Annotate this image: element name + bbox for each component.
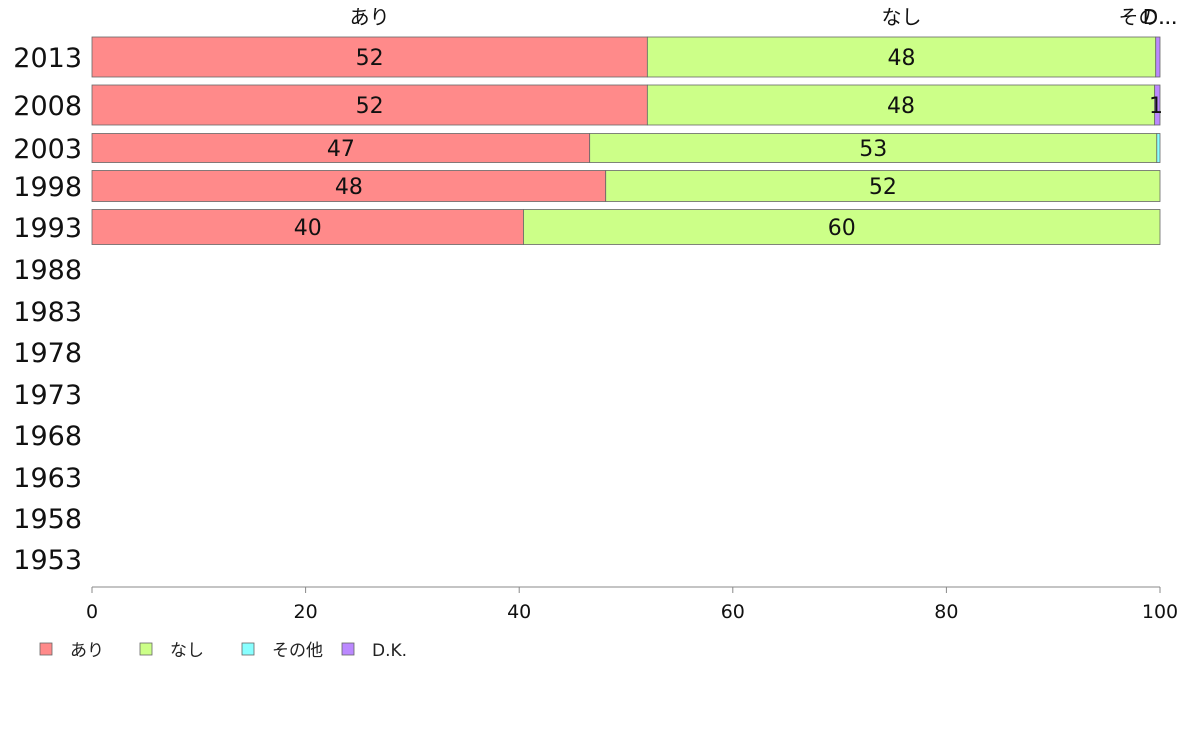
y-tick-label: 2008 — [13, 91, 82, 122]
y-tick-label: 1998 — [13, 172, 82, 203]
data-label: 1 — [1149, 94, 1163, 119]
data-label: 52 — [869, 175, 897, 200]
data-label: 53 — [859, 137, 887, 162]
bar-segment — [91, 209, 524, 245]
legend-swatch — [241, 642, 255, 656]
legend-label: D.K. — [372, 641, 407, 661]
bar-segment — [646, 36, 1157, 78]
bar-segment — [646, 84, 1156, 126]
y-tick-label: 1973 — [13, 380, 82, 411]
bar-segment — [589, 133, 1158, 163]
top-series-label: D... — [1143, 5, 1177, 29]
bar-segment — [1154, 84, 1161, 126]
y-tick-label: 1978 — [13, 338, 82, 369]
data-label: 48 — [335, 175, 363, 200]
bar-segment — [91, 84, 648, 126]
data-label: 52 — [356, 46, 384, 71]
y-tick-label: 1983 — [13, 297, 82, 328]
bar-segment — [91, 170, 607, 202]
data-label: 47 — [327, 137, 355, 162]
legend-label: あり — [70, 641, 104, 661]
legend-label: その他 — [272, 641, 323, 661]
y-tick-label: 1968 — [13, 421, 82, 452]
x-tick-label: 0 — [86, 601, 98, 623]
top-series-label: あり — [350, 5, 390, 29]
bar-segment — [91, 133, 591, 163]
top-series-label: なし — [882, 5, 922, 29]
legend-swatch — [341, 642, 355, 656]
bar-segment — [523, 209, 1161, 245]
y-tick-label: 2003 — [13, 134, 82, 165]
y-tick-label: 1988 — [13, 255, 82, 286]
legend-label: なし — [170, 641, 204, 661]
y-tick-label: 1958 — [13, 504, 82, 535]
x-tick-label: 80 — [934, 601, 958, 623]
y-tick-label: 2013 — [13, 43, 82, 74]
y-tick-label: 1963 — [13, 463, 82, 494]
top-series-label: その... — [1118, 5, 1177, 29]
legend-swatch — [139, 642, 153, 656]
x-tick-label: 20 — [294, 601, 318, 623]
bar-segment — [1156, 133, 1161, 163]
bar-segment — [91, 36, 648, 78]
bar-segment — [1155, 36, 1161, 78]
x-tick-label: 100 — [1142, 601, 1178, 623]
x-tick-label: 60 — [721, 601, 745, 623]
data-label: 52 — [356, 94, 384, 119]
data-label: 48 — [888, 46, 916, 71]
legend-swatch — [39, 642, 53, 656]
y-tick-label: 1953 — [13, 545, 82, 576]
data-label: 40 — [294, 216, 322, 241]
bar-segment — [605, 170, 1161, 202]
data-label: 60 — [828, 216, 856, 241]
y-tick-label: 1993 — [13, 213, 82, 244]
x-tick-label: 40 — [507, 601, 531, 623]
data-label: 48 — [887, 94, 915, 119]
